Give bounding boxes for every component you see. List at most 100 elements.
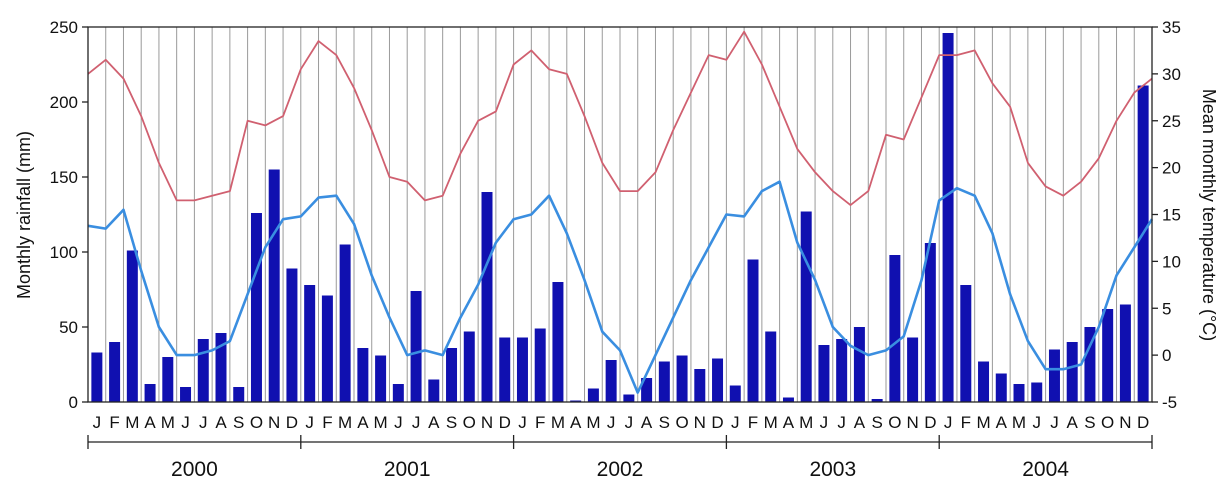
rainfall-bar (907, 337, 919, 402)
rainfall-bar (995, 373, 1007, 402)
month-label: A (783, 413, 795, 432)
rainfall-bar (978, 361, 990, 402)
month-label: A (144, 413, 156, 432)
rainfall-bar (109, 342, 121, 402)
rainfall-bar (357, 348, 369, 402)
month-label: M (799, 413, 813, 432)
min-temperature-path (87, 180, 1154, 394)
rainfall-bar (499, 337, 511, 402)
month-label: S (871, 413, 882, 432)
month-label: M (976, 413, 990, 432)
rainfall-bar (676, 355, 688, 402)
month-label: J (625, 413, 634, 432)
rainfall-bar (268, 169, 280, 402)
rainfall-bar (1013, 384, 1025, 402)
year-label: 2003 (809, 458, 856, 480)
month-label: A (570, 413, 582, 432)
rainfall-bar (570, 400, 582, 402)
rainfall-bar (942, 33, 954, 402)
month-label: F (322, 413, 332, 432)
right-tick-label: 35 (1162, 18, 1181, 37)
min-temperature-line (87, 180, 1154, 394)
rainfall-bar (304, 285, 316, 402)
month-label: D (499, 413, 511, 432)
year-label: 2002 (597, 458, 644, 480)
rainfall-bar (587, 388, 599, 402)
month-label: J (199, 413, 208, 432)
rainfall-bar (1137, 85, 1149, 402)
rainfall-bar (463, 331, 475, 402)
rainfall-bar (623, 394, 635, 402)
month-label: A (215, 413, 227, 432)
left-tick-label: 0 (69, 393, 78, 412)
month-label: A (996, 413, 1008, 432)
rainfall-bar (1119, 304, 1131, 402)
rainfall-bar (871, 399, 883, 402)
left-tick-label: 100 (50, 243, 78, 262)
month-label: A (641, 413, 653, 432)
month-label: A (1067, 413, 1079, 432)
rainfall-bar (1066, 342, 1078, 402)
max-temperature-line (87, 30, 1153, 207)
month-label: J (731, 413, 740, 432)
rainfall-bar (215, 333, 227, 402)
month-label: J (944, 413, 953, 432)
rainfall-bar (889, 255, 901, 402)
year-label: 2000 (171, 458, 218, 480)
rainfall-bar (197, 339, 209, 402)
right-axis-ticks: -5 0 5 10 15 20 25 30 35 (1152, 18, 1181, 412)
month-label: J (518, 413, 527, 432)
rainfall-bar (144, 384, 156, 402)
month-label: S (659, 413, 670, 432)
month-label: M (125, 413, 139, 432)
month-label: M (374, 413, 388, 432)
rainfall-bar (534, 328, 546, 402)
month-label: F (748, 413, 758, 432)
rainfall-bar (836, 339, 848, 402)
year-label: 2001 (384, 458, 431, 480)
right-tick-label: 10 (1162, 252, 1181, 271)
month-label: D (924, 413, 936, 432)
month-label: N (694, 413, 706, 432)
month-label: M (1012, 413, 1026, 432)
rainfall-bar (712, 358, 724, 402)
rainfall-bar (800, 211, 812, 402)
month-label: M (586, 413, 600, 432)
month-label: N (268, 413, 280, 432)
month-label: J (1032, 413, 1041, 432)
rainfall-bar (765, 331, 777, 402)
month-label: D (1137, 413, 1149, 432)
rainfall-bar (481, 192, 493, 402)
month-label: A (854, 413, 866, 432)
month-label: F (961, 413, 971, 432)
month-label: M (161, 413, 175, 432)
year-label: 2004 (1022, 458, 1069, 480)
rainfall-bars (91, 33, 1149, 402)
right-tick-label: 25 (1162, 112, 1181, 131)
month-label: S (233, 413, 244, 432)
month-label: M (764, 413, 778, 432)
month-label: A (428, 413, 440, 432)
rainfall-bar (960, 285, 972, 402)
rainfall-bar (1084, 327, 1096, 402)
month-label: J (837, 413, 846, 432)
right-tick-label: 5 (1162, 299, 1171, 318)
left-tick-label: 150 (50, 168, 78, 187)
month-label: O (250, 413, 263, 432)
right-tick-label: 30 (1162, 65, 1181, 84)
rainfall-bar (641, 378, 653, 402)
left-tick-label: 200 (50, 93, 78, 112)
month-label: J (305, 413, 314, 432)
month-label: O (1101, 413, 1114, 432)
month-label: M (338, 413, 352, 432)
month-label: J (820, 413, 829, 432)
left-axis-label: Monthly rainfall (mm) (14, 131, 34, 299)
month-label: F (109, 413, 119, 432)
rainfall-bar (162, 357, 174, 402)
month-label: J (93, 413, 102, 432)
rainfall-bar (747, 259, 759, 402)
rainfall-bar (605, 360, 617, 402)
rainfall-bar (233, 387, 245, 402)
rainfall-bar (516, 337, 528, 402)
